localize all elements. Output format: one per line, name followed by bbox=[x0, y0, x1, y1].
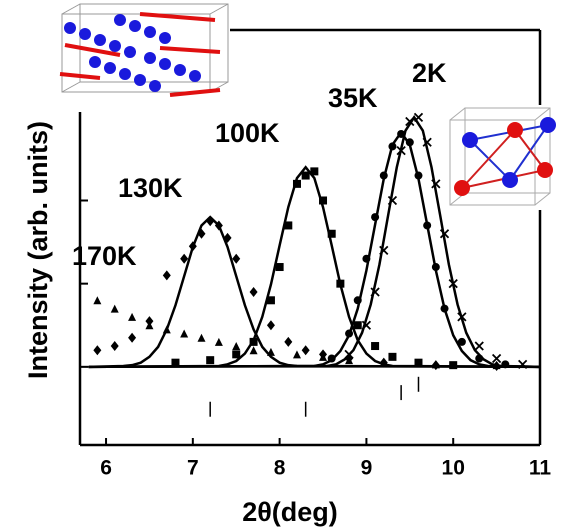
x-tick-label: 7 bbox=[187, 457, 199, 480]
data-point bbox=[232, 342, 240, 350]
data-point bbox=[276, 263, 284, 271]
data-point bbox=[354, 296, 362, 304]
data-point bbox=[449, 361, 457, 369]
data-point bbox=[423, 221, 431, 229]
x-tick-label: 11 bbox=[529, 457, 552, 480]
series-label: 2K bbox=[412, 58, 447, 88]
data-point bbox=[232, 350, 240, 358]
data-point bbox=[414, 359, 422, 367]
data-point bbox=[250, 287, 258, 297]
data-point bbox=[371, 342, 379, 350]
data-point bbox=[432, 263, 440, 271]
series-label: 100K bbox=[215, 118, 280, 148]
data-point bbox=[319, 349, 327, 359]
data-point bbox=[336, 280, 344, 288]
y-axis-label: Intensity (arb. units) bbox=[23, 121, 53, 379]
data-point bbox=[414, 172, 422, 180]
x-tick-label: 8 bbox=[274, 457, 286, 480]
data-point bbox=[475, 342, 483, 350]
data-point bbox=[414, 113, 422, 121]
data-point bbox=[328, 355, 336, 363]
data-point bbox=[206, 356, 214, 364]
data-point bbox=[93, 345, 101, 355]
data-point bbox=[93, 296, 101, 304]
series-label: 130K bbox=[118, 173, 183, 203]
data-point bbox=[388, 353, 396, 361]
data-point bbox=[293, 350, 301, 358]
data-point bbox=[250, 338, 258, 346]
data-point bbox=[180, 254, 188, 264]
x-axis-label: 2θ(deg) bbox=[242, 497, 338, 527]
data-point bbox=[319, 196, 327, 204]
series-label: 35K bbox=[328, 83, 378, 113]
data-point bbox=[128, 333, 136, 343]
data-point bbox=[163, 270, 171, 280]
data-point bbox=[267, 320, 275, 330]
data-point bbox=[371, 213, 379, 221]
data-point bbox=[111, 305, 119, 313]
chart: 2θ(deg) Intensity (arb. units) bbox=[0, 0, 565, 531]
data-point bbox=[284, 221, 292, 229]
data-point bbox=[206, 216, 214, 226]
data-point bbox=[111, 341, 119, 351]
data-point bbox=[345, 330, 353, 338]
x-tick-label: 6 bbox=[100, 457, 112, 480]
structure-inset-cell bbox=[445, 105, 557, 210]
data-point bbox=[180, 330, 188, 338]
data-point bbox=[145, 316, 153, 326]
series-label: 170K bbox=[72, 241, 137, 271]
data-point bbox=[310, 167, 318, 175]
data-point bbox=[388, 142, 396, 150]
data-point bbox=[250, 346, 258, 354]
data-point bbox=[293, 180, 301, 188]
data-point bbox=[362, 255, 370, 263]
data-point bbox=[441, 305, 449, 313]
data-point bbox=[198, 334, 206, 342]
data-point bbox=[328, 230, 336, 238]
data-point bbox=[406, 138, 414, 146]
data-point bbox=[354, 321, 362, 329]
structure-inset-chains bbox=[55, 0, 230, 112]
data-point bbox=[458, 338, 466, 346]
data-point bbox=[284, 337, 292, 347]
data-point bbox=[215, 338, 223, 346]
data-point bbox=[232, 254, 240, 264]
data-point bbox=[267, 296, 275, 304]
x-tick-label: 10 bbox=[442, 457, 465, 480]
data-point bbox=[380, 172, 388, 180]
data-point bbox=[128, 313, 136, 321]
data-point bbox=[302, 345, 310, 355]
x-tick-label: 9 bbox=[361, 457, 373, 480]
data-point bbox=[302, 172, 310, 180]
